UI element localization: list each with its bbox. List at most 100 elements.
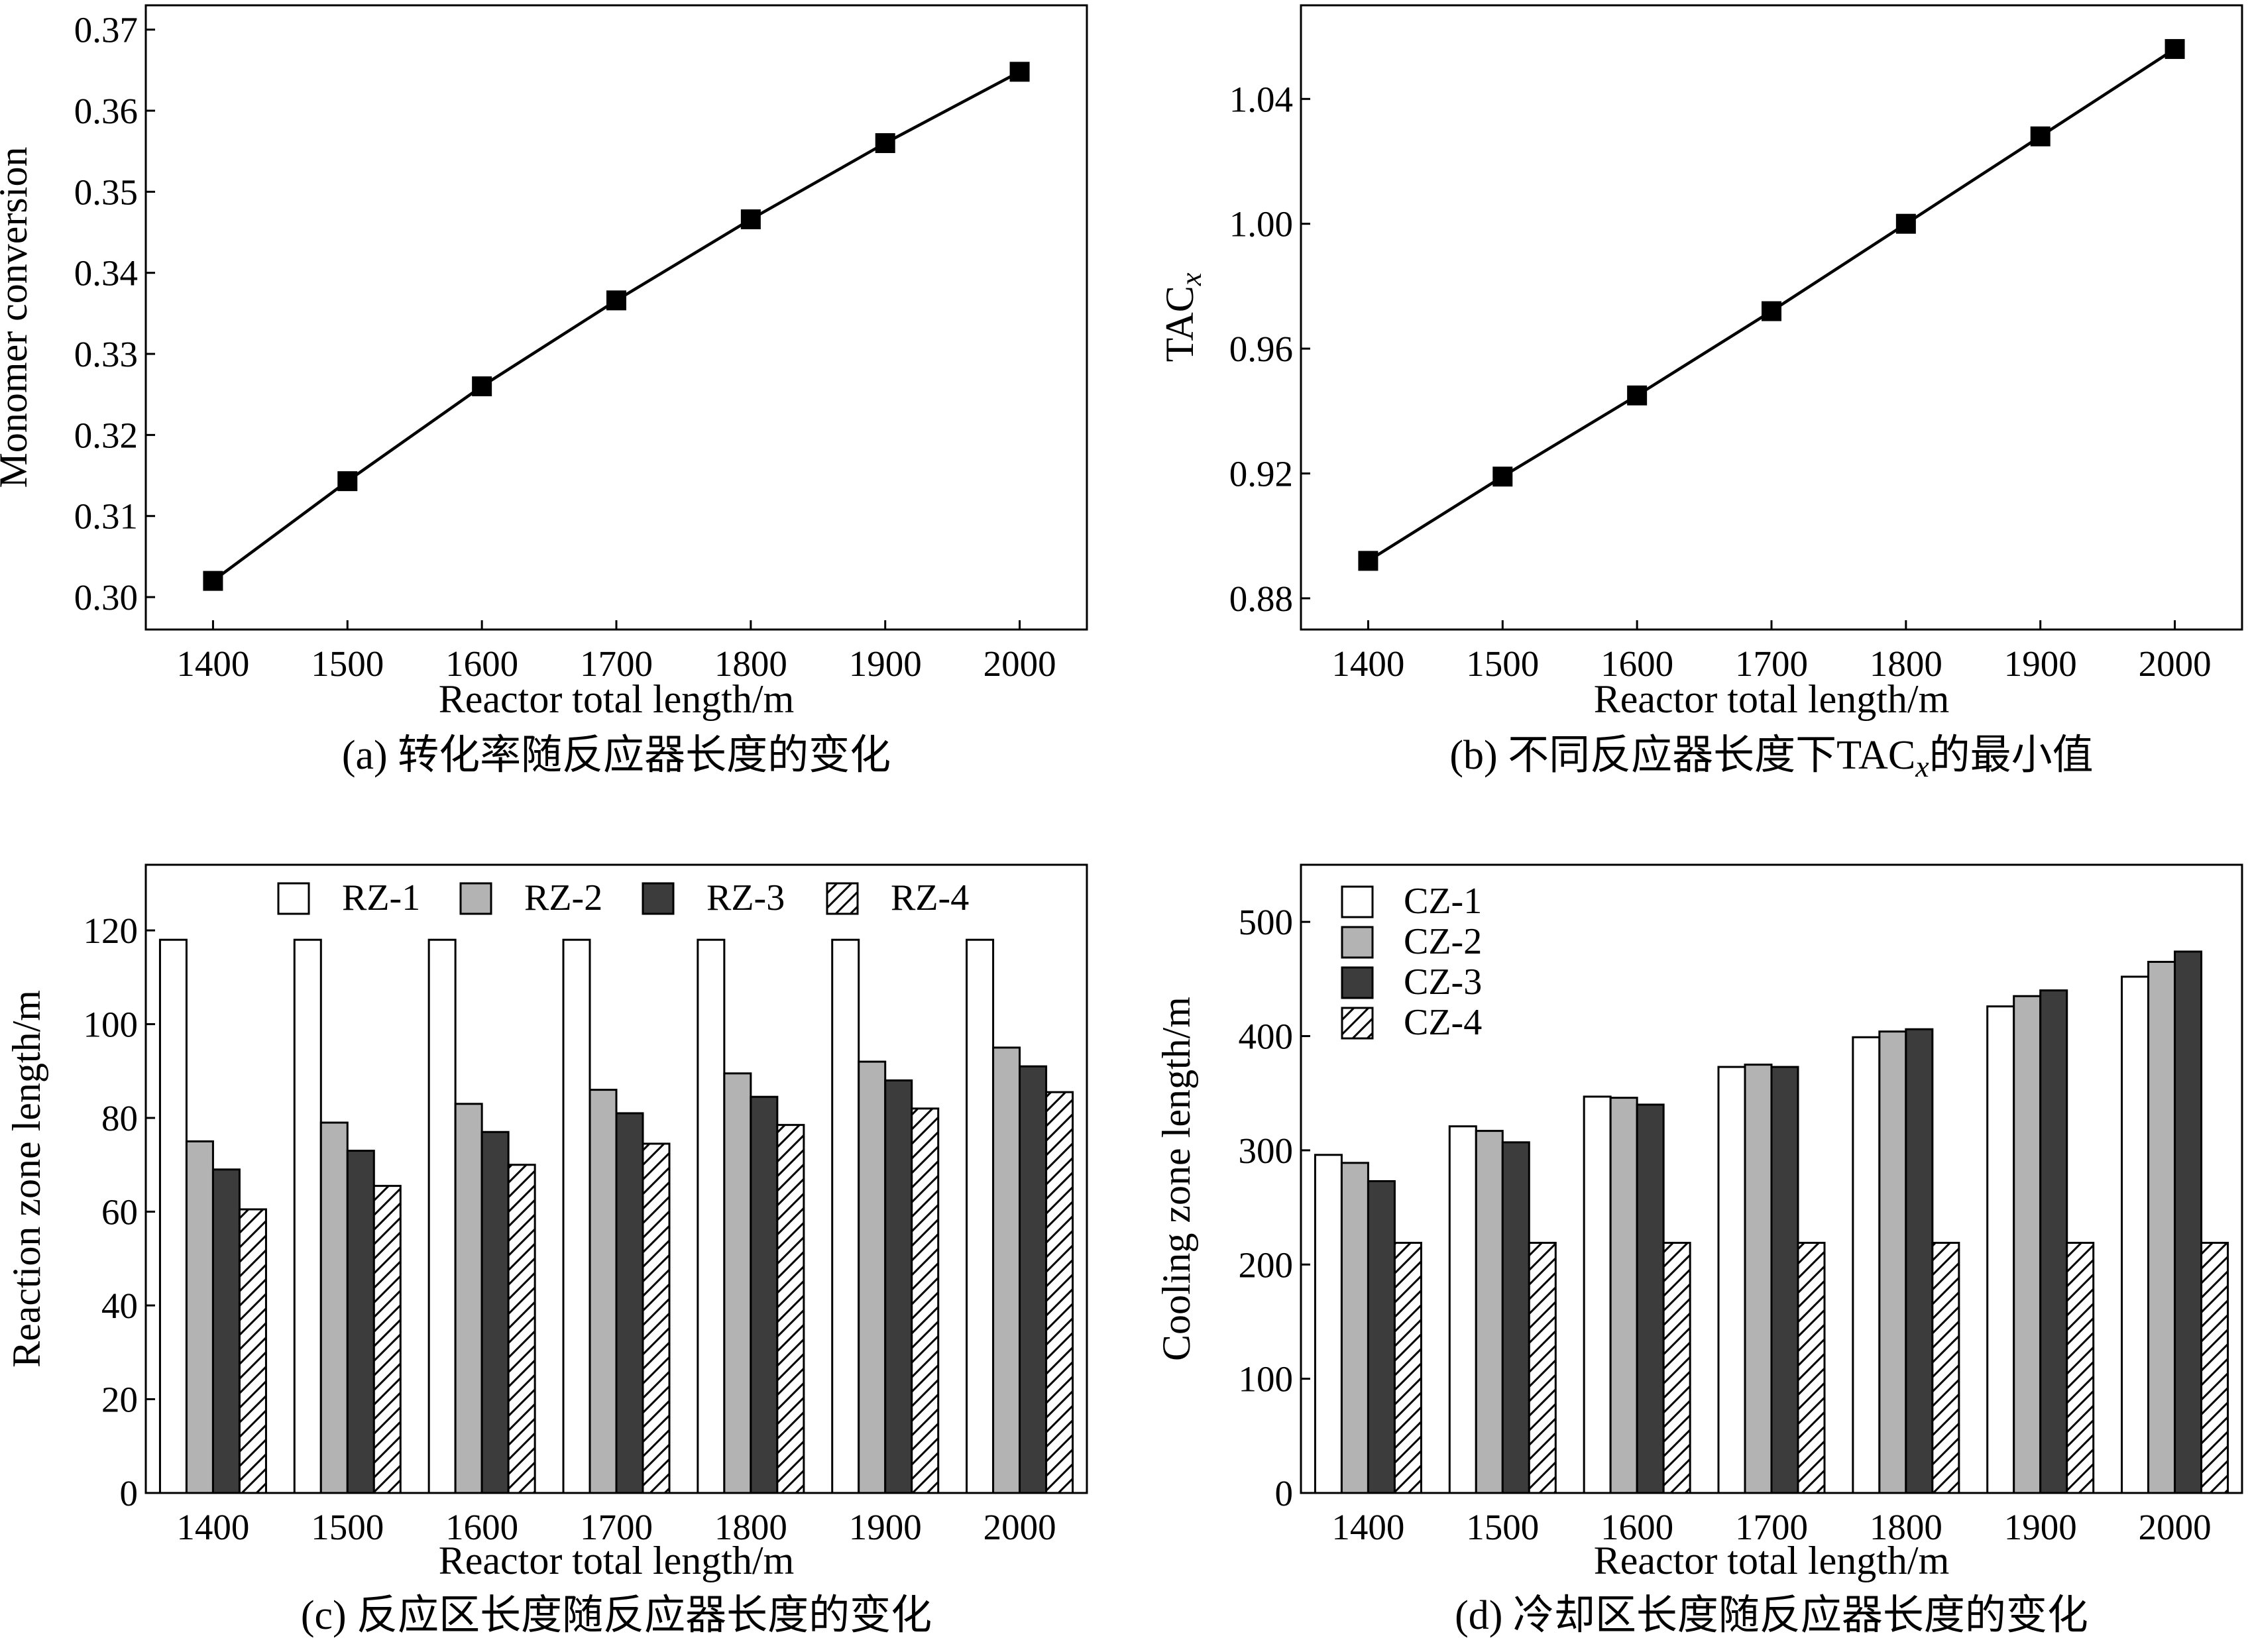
y-tick-label: 500 bbox=[1239, 902, 1294, 942]
x-tick-label: 2000 bbox=[2139, 643, 2212, 684]
y-tick-label: 20 bbox=[101, 1380, 138, 1420]
legend-swatch bbox=[826, 882, 859, 915]
bar-rz-4 bbox=[776, 1124, 805, 1494]
y-tick-label: 0 bbox=[120, 1473, 139, 1514]
legend-label: RZ-4 bbox=[891, 877, 969, 918]
x-tick-label: 1500 bbox=[1466, 1507, 1539, 1547]
panel-caption: (d) 冷却区长度随反应器长度的变化 bbox=[1455, 1593, 2088, 1638]
x-tick-label: 2000 bbox=[984, 643, 1056, 684]
x-tick-label: 1500 bbox=[311, 1507, 384, 1547]
y-tick-label: 0.36 bbox=[74, 91, 138, 131]
y-axis-label: Reaction zone length/m bbox=[5, 990, 48, 1368]
bar-rz-1 bbox=[427, 938, 457, 1494]
bar-cz-2 bbox=[1878, 1030, 1907, 1494]
bar-cz-4 bbox=[1662, 1242, 1691, 1494]
legend-swatch bbox=[1341, 966, 1374, 999]
x-axis-label: Reactor total length/m bbox=[1594, 1539, 1950, 1582]
panel-caption: (b) 不同反应器长度下TACx的最小值 bbox=[1449, 733, 2093, 783]
bar-rz-2 bbox=[723, 1072, 752, 1494]
x-tick-label: 1800 bbox=[1870, 1507, 1942, 1547]
x-tick-label: 1600 bbox=[1601, 1507, 1673, 1547]
y-tick-label: 0.92 bbox=[1229, 454, 1293, 494]
x-tick-label: 1700 bbox=[580, 1507, 653, 1547]
bar-rz-2 bbox=[319, 1121, 349, 1494]
bar-rz-2 bbox=[185, 1140, 214, 1494]
y-axis-label: TACx bbox=[1158, 272, 1208, 362]
x-tick-label: 2000 bbox=[2139, 1507, 2212, 1547]
y-axis-label: Monomer conversion bbox=[0, 147, 35, 488]
data-point-marker bbox=[1492, 467, 1513, 487]
chart-panel-a: 0.30 0.31 0.32 0.33 0.34 0.35 0.36 0.37 1400 1500… bbox=[0, 4, 1088, 778]
x-tick-label: 1500 bbox=[1466, 643, 1539, 684]
data-point-marker bbox=[203, 571, 223, 591]
bar-rz-1 bbox=[158, 938, 188, 1494]
bar-cz-2 bbox=[2147, 961, 2176, 1494]
bar-cz-4 bbox=[1393, 1242, 1422, 1494]
y-tick-label: 1.00 bbox=[1229, 204, 1293, 245]
bar-rz-1 bbox=[697, 938, 726, 1494]
bar-cz-4 bbox=[1797, 1242, 1826, 1494]
data-point-marker bbox=[875, 133, 895, 153]
bar-rz-3 bbox=[480, 1130, 510, 1494]
y-tick-label: 0.35 bbox=[74, 172, 138, 212]
bar-rz-1 bbox=[562, 938, 591, 1494]
data-point-marker bbox=[740, 209, 761, 229]
legend-label: CZ-3 bbox=[1404, 962, 1482, 1003]
bar-cz-2 bbox=[2013, 995, 2042, 1494]
chart-panel-c: 0 20 40 60 80 100 120 1400 1500 1600 1700 1800 1900 2… bbox=[5, 863, 1088, 1638]
y-tick-label: 0.33 bbox=[74, 334, 138, 374]
y-axis-label: Cooling zone length/m bbox=[1154, 997, 1198, 1361]
bar-rz-3 bbox=[615, 1112, 644, 1494]
legend-label: RZ-1 bbox=[342, 877, 420, 918]
data-point-marker bbox=[1627, 385, 1648, 406]
bar-cz-2 bbox=[1340, 1162, 1369, 1494]
y-tick-label: 0.31 bbox=[74, 496, 138, 537]
bar-rz-2 bbox=[589, 1089, 618, 1494]
x-tick-label: 1400 bbox=[1331, 1507, 1404, 1547]
bar-cz-1 bbox=[1448, 1125, 1477, 1494]
bar-cz-4 bbox=[2066, 1242, 2095, 1494]
y-tick-label: 0.32 bbox=[74, 415, 138, 455]
bar-rz-2 bbox=[992, 1046, 1021, 1494]
x-tick-label: 1700 bbox=[1735, 1507, 1808, 1547]
bar-cz-1 bbox=[1852, 1036, 1881, 1494]
legend-label: RZ-3 bbox=[706, 877, 785, 918]
bar-rz-3 bbox=[1019, 1065, 1048, 1494]
legend-swatch bbox=[642, 882, 675, 915]
bar-cz-1 bbox=[1314, 1154, 1343, 1494]
x-tick-label: 1500 bbox=[311, 643, 384, 684]
bar-rz-2 bbox=[858, 1060, 887, 1494]
bar-cz-3 bbox=[2174, 950, 2203, 1494]
data-point-marker bbox=[2164, 38, 2185, 59]
y-tick-label: 0.34 bbox=[74, 253, 138, 294]
series-line bbox=[212, 70, 1021, 582]
x-tick-label: 1800 bbox=[714, 643, 787, 684]
chart-panel-d: 0 100 200 300 400 500 1400 1500 1600 1700 1800 1900… bbox=[1154, 863, 2243, 1638]
x-tick-label: 1900 bbox=[849, 1507, 922, 1547]
legend-label: CZ-1 bbox=[1404, 881, 1482, 922]
x-tick-label: 1400 bbox=[176, 1507, 249, 1547]
bar-rz-3 bbox=[750, 1095, 779, 1494]
bar-cz-1 bbox=[1986, 1005, 2015, 1494]
plot-frame bbox=[144, 4, 1088, 631]
x-tick-label: 1800 bbox=[1870, 643, 1942, 684]
y-tick-label: 0 bbox=[1275, 1473, 1294, 1514]
bar-cz-3 bbox=[1636, 1103, 1665, 1494]
bar-cz-3 bbox=[1770, 1066, 1799, 1494]
legend-label: CZ-4 bbox=[1404, 1002, 1482, 1043]
y-tick-label: 300 bbox=[1239, 1130, 1294, 1171]
bar-cz-3 bbox=[1367, 1180, 1396, 1494]
bar-cz-2 bbox=[1475, 1130, 1504, 1494]
y-tick-label: 120 bbox=[84, 910, 139, 951]
bar-rz-4 bbox=[238, 1208, 267, 1494]
y-tick-label: 0.96 bbox=[1229, 329, 1293, 369]
bar-cz-3 bbox=[1501, 1141, 1530, 1494]
data-point-marker bbox=[1009, 62, 1030, 82]
y-tick-label: 200 bbox=[1239, 1244, 1294, 1285]
y-tick-label: 80 bbox=[101, 1098, 138, 1138]
y-tick-label: 1.04 bbox=[1229, 79, 1293, 119]
x-tick-label: 1800 bbox=[714, 1507, 787, 1547]
x-tick-label: 1600 bbox=[445, 643, 518, 684]
x-tick-label: 1400 bbox=[176, 643, 249, 684]
